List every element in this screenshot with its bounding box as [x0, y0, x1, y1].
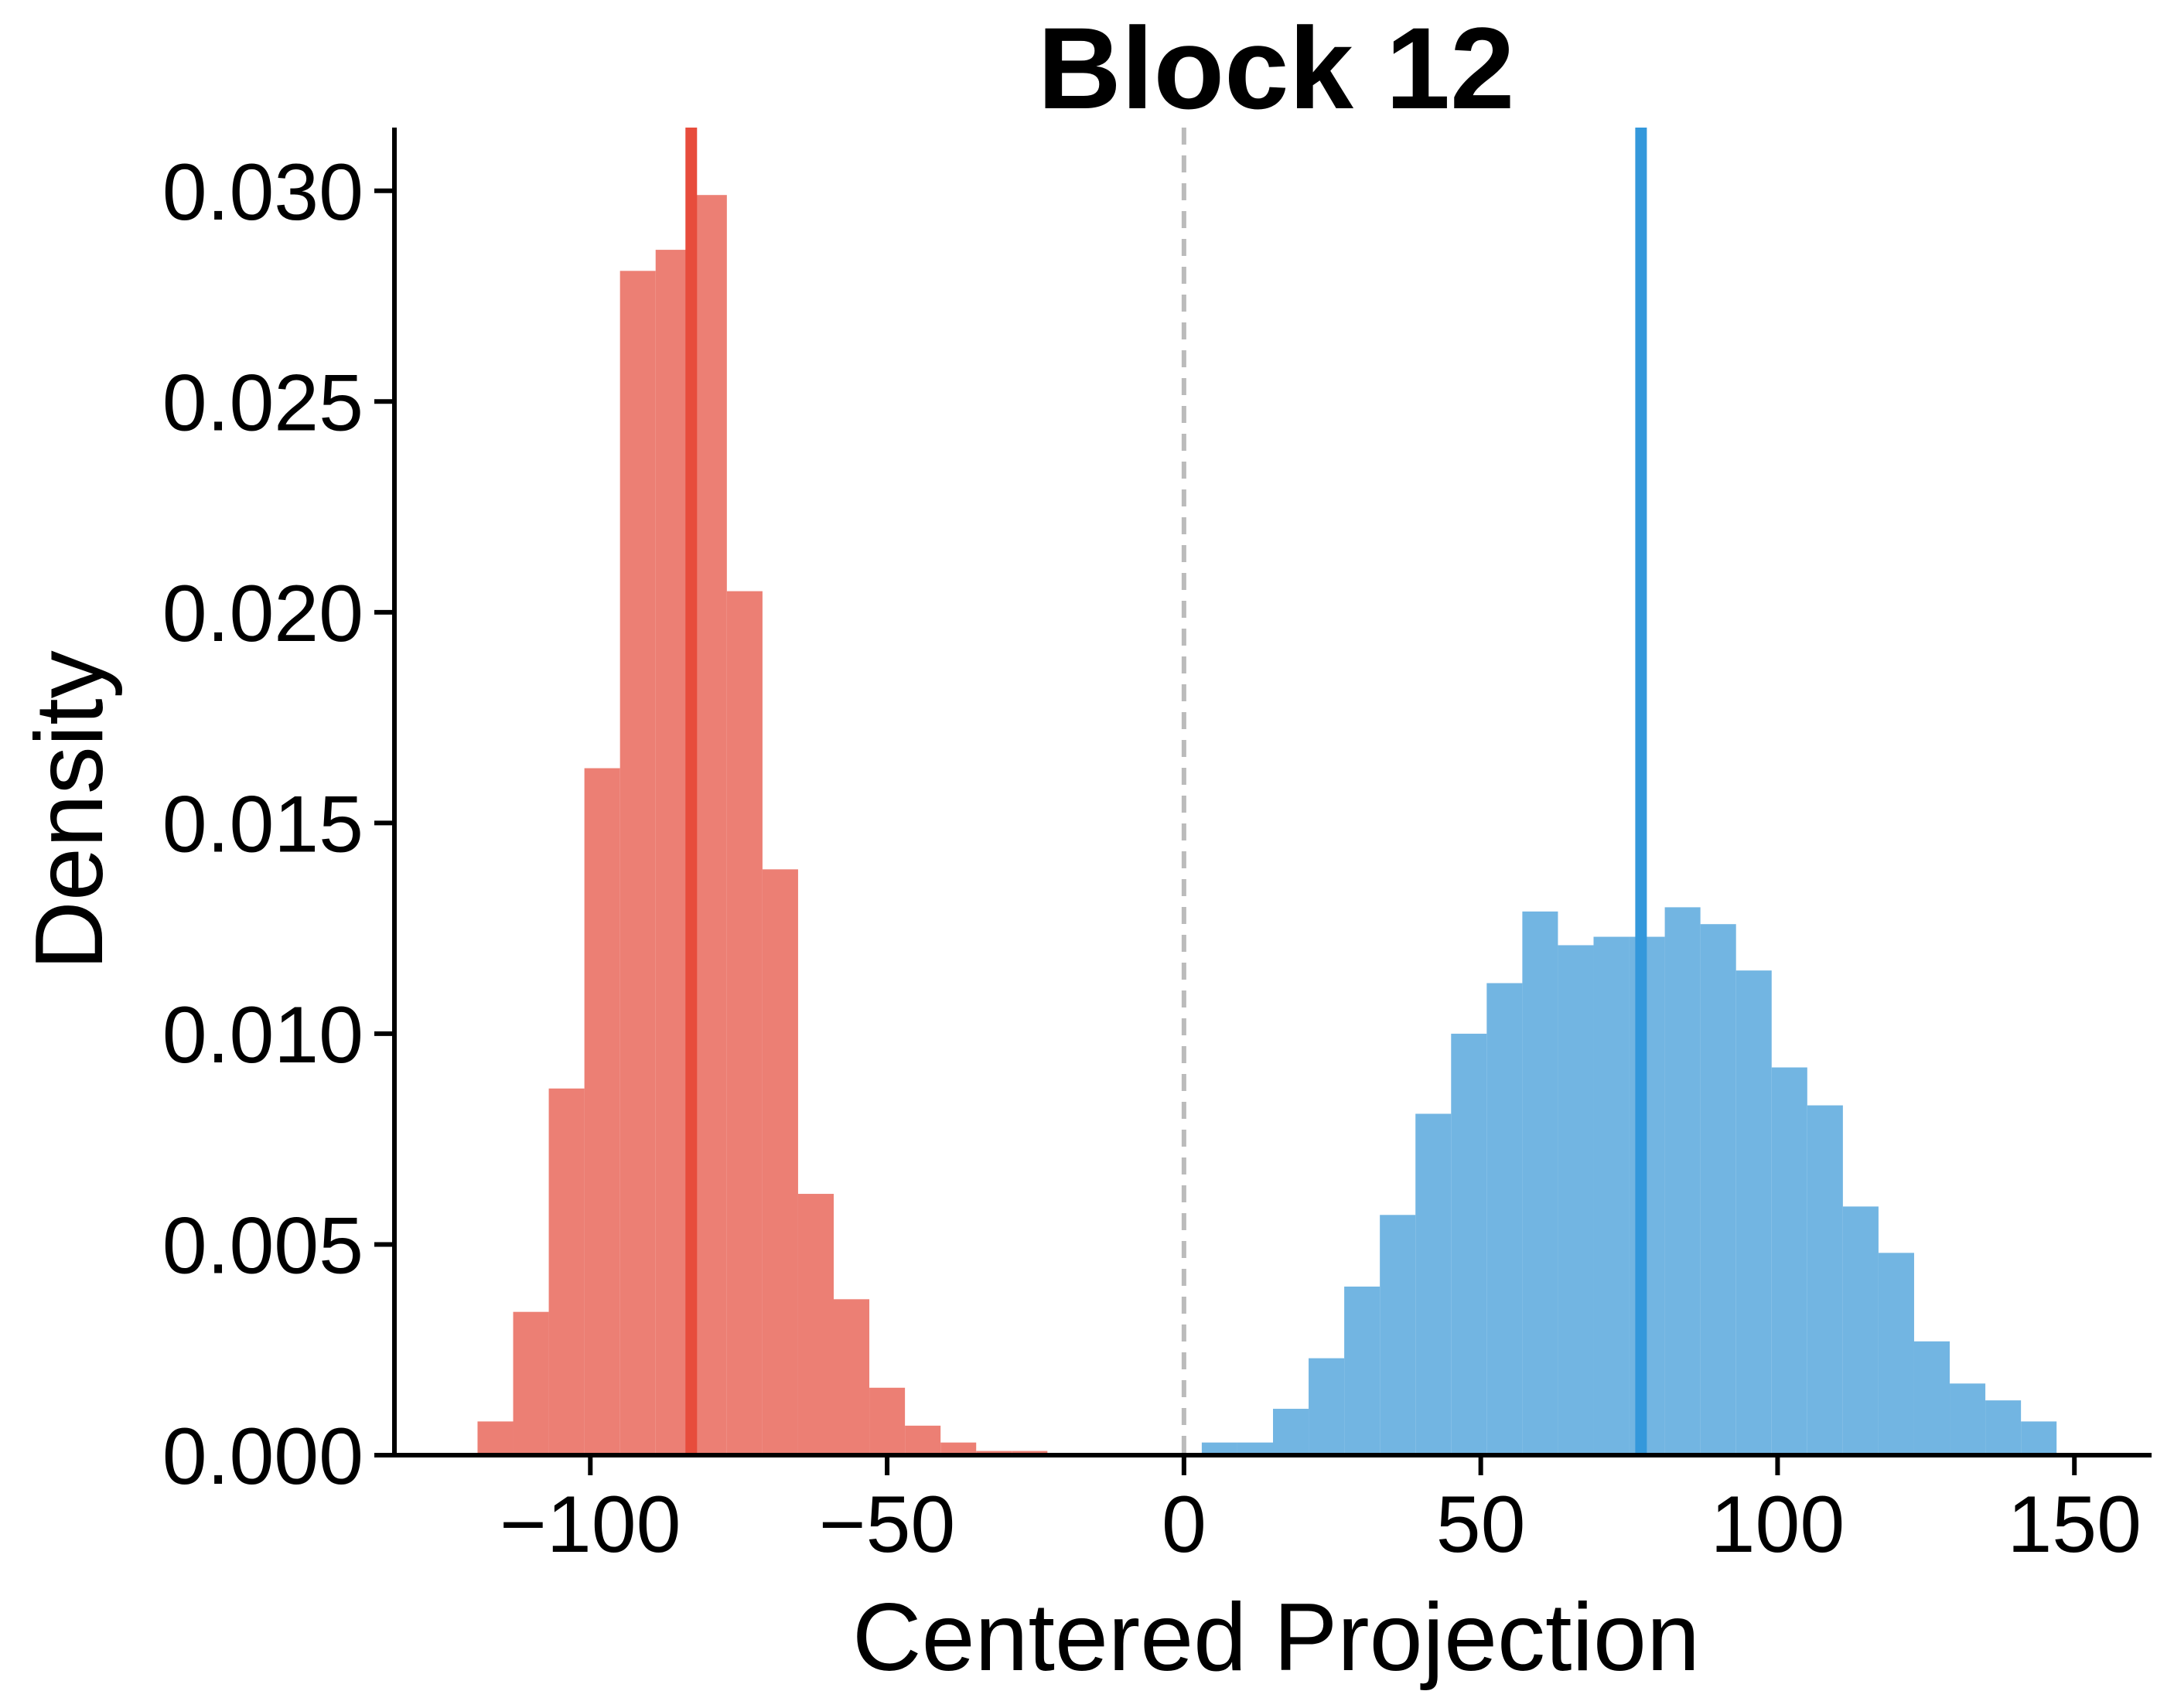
- histogram-bar-s0-b10: [834, 1299, 870, 1455]
- histogram-bar-s0-b8: [762, 869, 798, 1455]
- x-tick-label: 50: [1436, 1480, 1526, 1570]
- histogram-bar-s1-b17: [1807, 1105, 1843, 1455]
- x-tick-label: 0: [1162, 1480, 1206, 1570]
- histogram-bar-s1-b16: [1771, 1067, 1807, 1455]
- histogram-bar-s1-b15: [1735, 970, 1772, 1455]
- y-tick-label: 0.010: [162, 990, 363, 1080]
- axis-ticks: −100 −50 0 50 100 150 0.000 0.005 0.010 0.015 0.02…: [162, 148, 2142, 1570]
- histogram-bar-s1-b19: [1878, 1253, 1914, 1455]
- x-axis-title: Centered Projection: [852, 1584, 1700, 1691]
- reference-lines: [685, 128, 1647, 1455]
- histogram-bar-s1-b23: [2021, 1421, 2057, 1455]
- histogram-bar-s0-b5: [655, 250, 691, 1456]
- histogram-bars: [477, 195, 2057, 1456]
- histogram-bar-s0-b13: [940, 1442, 977, 1455]
- histogram-bar-s1-b10: [1558, 945, 1594, 1455]
- chart-title: Block 12: [1038, 3, 1515, 133]
- histogram-bar-s0-b12: [905, 1425, 941, 1455]
- histogram-bar-s1-b3: [1309, 1358, 1345, 1455]
- histogram-bar-s1-b7: [1451, 1033, 1487, 1455]
- histogram-bar-s0-b4: [619, 271, 656, 1455]
- histogram-bar-s0-b3: [584, 768, 620, 1455]
- histogram-bar-s1-b18: [1842, 1206, 1879, 1455]
- histogram-bar-s0-b7: [726, 591, 763, 1455]
- y-tick-label: 0.020: [162, 569, 363, 659]
- x-tick-label: −100: [500, 1480, 681, 1570]
- y-tick-label: 0.005: [162, 1201, 363, 1290]
- x-tick-label: 100: [1711, 1480, 1845, 1570]
- histogram-bar-s1-b4: [1344, 1286, 1381, 1455]
- histogram-bar-s1-b12: [1629, 936, 1665, 1455]
- histogram-bar-s0-b1: [513, 1311, 549, 1455]
- x-tick-label: −50: [819, 1480, 955, 1570]
- histogram-bar-s1-b0: [1201, 1442, 1237, 1455]
- axes: [392, 128, 2152, 1457]
- histogram-bar-s1-b2: [1273, 1409, 1309, 1455]
- histogram-bar-s1-b14: [1700, 924, 1736, 1455]
- histogram-bar-s1-b22: [1985, 1400, 2022, 1455]
- histogram-bar-s1-b5: [1380, 1215, 1416, 1455]
- y-tick-label: 0.025: [162, 358, 363, 448]
- histogram-bar-s1-b9: [1522, 911, 1558, 1455]
- histogram-bar-s1-b1: [1237, 1442, 1273, 1455]
- histogram-bar-s0-b2: [548, 1088, 585, 1455]
- histogram-bar-s0-b11: [869, 1387, 906, 1455]
- y-axis-title: Density: [16, 650, 123, 970]
- histogram-bar-s1-b8: [1486, 983, 1523, 1455]
- y-tick-label: 0.030: [162, 148, 363, 237]
- histogram-bar-s1-b21: [1950, 1383, 1986, 1455]
- x-tick-label: 150: [2007, 1480, 2142, 1570]
- histogram-bar-s1-b11: [1593, 936, 1630, 1455]
- histogram-bar-s1-b13: [1664, 907, 1701, 1455]
- histogram-bar-s0-b9: [797, 1194, 834, 1455]
- y-tick-label: 0.015: [162, 779, 363, 869]
- histogram-bar-s0-b6: [691, 195, 727, 1456]
- histogram-bar-s1-b6: [1415, 1113, 1452, 1455]
- histogram-bar-s0-b0: [477, 1421, 514, 1455]
- histogram-bar-s1-b20: [1913, 1341, 1950, 1455]
- y-tick-label: 0.000: [162, 1412, 363, 1502]
